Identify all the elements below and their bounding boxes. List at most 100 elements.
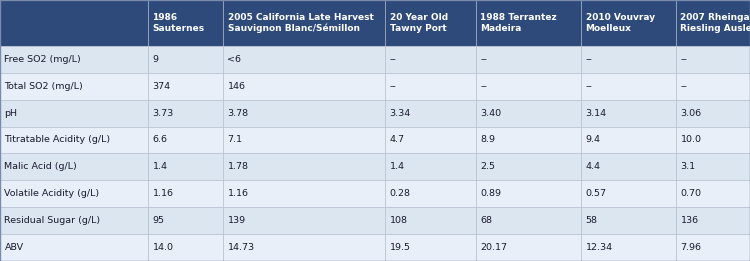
Text: 9.4: 9.4 bbox=[586, 135, 601, 145]
Bar bbox=[148, 100, 223, 127]
Bar bbox=[581, 127, 676, 153]
Bar bbox=[148, 127, 223, 153]
Bar bbox=[223, 46, 385, 73]
Bar bbox=[581, 180, 676, 207]
Bar bbox=[676, 0, 750, 46]
Bar bbox=[385, 46, 476, 73]
Text: 10.0: 10.0 bbox=[680, 135, 701, 145]
Bar bbox=[223, 234, 385, 261]
Text: Free SO2 (mg/L): Free SO2 (mg/L) bbox=[4, 55, 81, 64]
Bar bbox=[0, 73, 148, 100]
Bar bbox=[581, 73, 676, 100]
Text: 12.34: 12.34 bbox=[586, 243, 613, 252]
Text: 0.70: 0.70 bbox=[680, 189, 701, 198]
Text: 68: 68 bbox=[481, 216, 493, 225]
Bar bbox=[676, 180, 750, 207]
Text: 374: 374 bbox=[152, 82, 170, 91]
Text: 4.4: 4.4 bbox=[586, 162, 601, 171]
Bar bbox=[581, 234, 676, 261]
Text: 1986
Sauternes: 1986 Sauternes bbox=[152, 13, 205, 33]
Text: 1988 Terrantez
Madeira: 1988 Terrantez Madeira bbox=[481, 13, 557, 33]
Bar bbox=[0, 234, 148, 261]
Text: 9: 9 bbox=[152, 55, 158, 64]
Text: --: -- bbox=[680, 82, 687, 91]
Text: 0.57: 0.57 bbox=[586, 189, 607, 198]
Bar bbox=[385, 100, 476, 127]
Bar bbox=[676, 153, 750, 180]
Bar bbox=[148, 180, 223, 207]
Bar bbox=[0, 127, 148, 153]
Text: 3.73: 3.73 bbox=[152, 109, 174, 117]
Text: 0.28: 0.28 bbox=[389, 189, 410, 198]
Bar bbox=[676, 234, 750, 261]
Text: --: -- bbox=[481, 55, 488, 64]
Bar bbox=[476, 73, 581, 100]
Text: 1.4: 1.4 bbox=[152, 162, 167, 171]
Bar bbox=[476, 234, 581, 261]
Bar bbox=[148, 0, 223, 46]
Bar bbox=[676, 207, 750, 234]
Bar bbox=[148, 234, 223, 261]
Text: <6: <6 bbox=[227, 55, 242, 64]
Text: 1.16: 1.16 bbox=[227, 189, 248, 198]
Text: 20.17: 20.17 bbox=[481, 243, 508, 252]
Bar bbox=[476, 180, 581, 207]
Text: Volatile Acidity (g/L): Volatile Acidity (g/L) bbox=[4, 189, 100, 198]
Text: 6.6: 6.6 bbox=[152, 135, 167, 145]
Text: 4.7: 4.7 bbox=[389, 135, 404, 145]
Text: 19.5: 19.5 bbox=[389, 243, 410, 252]
Bar bbox=[581, 207, 676, 234]
Bar bbox=[581, 0, 676, 46]
Bar bbox=[581, 100, 676, 127]
Bar bbox=[0, 153, 148, 180]
Bar bbox=[385, 73, 476, 100]
Text: 1.16: 1.16 bbox=[152, 189, 173, 198]
Bar bbox=[148, 153, 223, 180]
Text: --: -- bbox=[680, 55, 687, 64]
Bar bbox=[0, 207, 148, 234]
Bar bbox=[223, 73, 385, 100]
Text: 58: 58 bbox=[586, 216, 598, 225]
Text: 2010 Vouvray
Moelleux: 2010 Vouvray Moelleux bbox=[586, 13, 655, 33]
Text: 108: 108 bbox=[389, 216, 407, 225]
Text: 0.89: 0.89 bbox=[481, 189, 502, 198]
Bar bbox=[676, 73, 750, 100]
Text: 139: 139 bbox=[227, 216, 246, 225]
Bar bbox=[476, 0, 581, 46]
Text: 3.78: 3.78 bbox=[227, 109, 248, 117]
Bar bbox=[476, 207, 581, 234]
Bar bbox=[148, 207, 223, 234]
Text: 14.0: 14.0 bbox=[152, 243, 173, 252]
Text: --: -- bbox=[586, 55, 592, 64]
Text: --: -- bbox=[586, 82, 592, 91]
Bar bbox=[581, 153, 676, 180]
Text: Total SO2 (mg/L): Total SO2 (mg/L) bbox=[4, 82, 83, 91]
Text: 8.9: 8.9 bbox=[481, 135, 496, 145]
Text: 2.5: 2.5 bbox=[481, 162, 496, 171]
Text: --: -- bbox=[389, 55, 396, 64]
Bar bbox=[385, 0, 476, 46]
Bar bbox=[581, 46, 676, 73]
Bar bbox=[223, 180, 385, 207]
Bar bbox=[223, 0, 385, 46]
Text: 136: 136 bbox=[680, 216, 699, 225]
Text: Residual Sugar (g/L): Residual Sugar (g/L) bbox=[4, 216, 100, 225]
Text: 95: 95 bbox=[152, 216, 164, 225]
Text: pH: pH bbox=[4, 109, 17, 117]
Text: 2007 Rheingau
Riesling Auslese: 2007 Rheingau Riesling Auslese bbox=[680, 13, 750, 33]
Bar bbox=[223, 153, 385, 180]
Text: 3.06: 3.06 bbox=[680, 109, 702, 117]
Bar bbox=[148, 46, 223, 73]
Text: Titratable Acidity (g/L): Titratable Acidity (g/L) bbox=[4, 135, 111, 145]
Text: 3.40: 3.40 bbox=[481, 109, 502, 117]
Bar bbox=[148, 73, 223, 100]
Text: Malic Acid (g/L): Malic Acid (g/L) bbox=[4, 162, 77, 171]
Text: 146: 146 bbox=[227, 82, 245, 91]
Text: 2005 California Late Harvest
Sauvignon Blanc/Sémillon: 2005 California Late Harvest Sauvignon B… bbox=[227, 13, 374, 33]
Bar bbox=[676, 100, 750, 127]
Text: 1.4: 1.4 bbox=[389, 162, 404, 171]
Text: 1.78: 1.78 bbox=[227, 162, 248, 171]
Text: --: -- bbox=[481, 82, 488, 91]
Bar bbox=[676, 127, 750, 153]
Bar bbox=[0, 46, 148, 73]
